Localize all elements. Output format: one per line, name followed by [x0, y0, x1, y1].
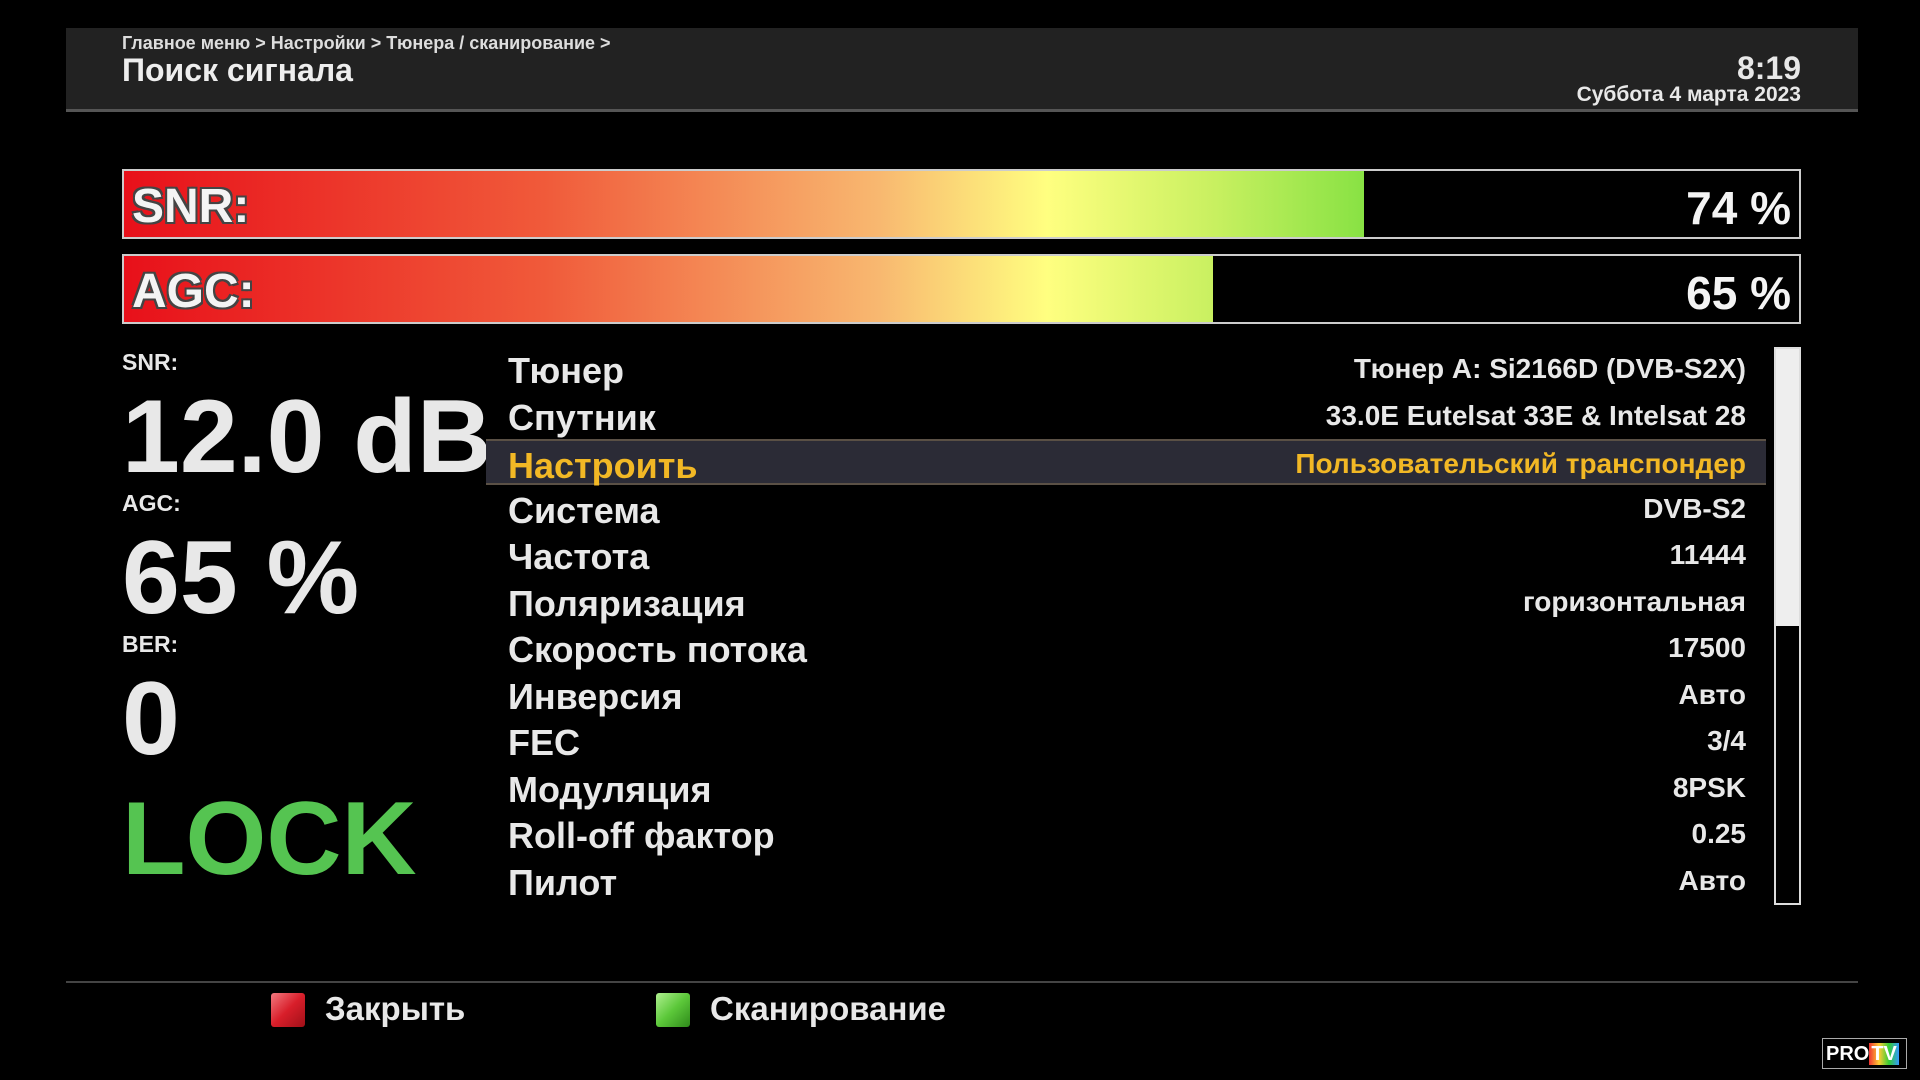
agc-label: AGC: — [122, 490, 181, 516]
settings-row[interactable]: Пилот Авто — [486, 858, 1766, 904]
agc-bar-value: 65 % — [1686, 267, 1791, 319]
setting-value: 8PSK — [1672, 771, 1746, 803]
snr-bar-empty — [1363, 171, 1799, 237]
agc-value: 65 % — [122, 520, 360, 636]
settings-row[interactable]: Тюнер Тюнер A: Si2166D (DVB-S2X) — [486, 346, 1766, 392]
setting-label: Скорость потока — [508, 629, 807, 670]
settings-row[interactable]: Скорость потока 17500 — [486, 625, 1766, 671]
close-button[interactable]: Закрыть — [325, 990, 466, 1027]
setting-value: Тюнер A: Si2166D (DVB-S2X) — [1353, 353, 1746, 384]
page-title: Поиск сигнала — [122, 52, 353, 88]
agc-bar-label: AGC: — [132, 265, 255, 318]
snr-value: 12.0 dB — [122, 379, 492, 495]
ber-value: 0 — [122, 661, 180, 777]
settings-row[interactable]: FEC 3/4 — [486, 718, 1766, 764]
setting-value: 11444 — [1669, 539, 1746, 570]
snr-bar: SNR: 74 % — [122, 169, 1801, 239]
settings-row[interactable]: Roll-off фактор 0.25 — [486, 811, 1766, 857]
setting-value: горизонтальная — [1522, 585, 1746, 617]
setting-label: FEC — [508, 722, 580, 763]
settings-row[interactable]: Частота 11444 — [486, 532, 1766, 578]
green-key-icon — [656, 993, 690, 1027]
agc-bar-empty — [1212, 256, 1799, 322]
setting-value: 33.0E Eutelsat 33E & Intelsat 28 — [1325, 399, 1746, 431]
setting-label: Система — [508, 489, 660, 531]
setting-label: Спутник — [508, 396, 656, 438]
agc-bar: AGC: 65 % — [122, 254, 1801, 324]
watermark-logo: PRO TV — [1822, 1038, 1907, 1069]
snr-bar-value: 74 % — [1686, 182, 1791, 234]
breadcrumb: Главное меню > Настройки > Тюнера / скан… — [122, 33, 611, 53]
settings-row[interactable]: Инверсия Авто — [486, 672, 1766, 718]
setting-value: 17500 — [1668, 632, 1746, 663]
settings-row[interactable]: Система DVB-S2 — [486, 486, 1766, 532]
settings-row[interactable]: Спутник 33.0E Eutelsat 33E & Intelsat 28 — [486, 393, 1766, 439]
setting-value: Авто — [1678, 864, 1746, 896]
setting-label: Пилот — [508, 861, 618, 903]
clock-date: Суббота 4 марта 2023 — [1576, 83, 1801, 106]
setting-label: Частота — [508, 536, 650, 577]
setting-value: Пользовательский транспондер — [1295, 448, 1746, 479]
setting-value: Авто — [1678, 678, 1746, 710]
setting-label: Настроить — [508, 445, 698, 486]
clock-time: 8:19 — [1736, 50, 1801, 86]
setting-value: 0.25 — [1691, 818, 1747, 849]
settings-row[interactable]: Настроить Пользовательский транспондер — [486, 439, 1766, 486]
setting-label: Roll-off фактор — [508, 815, 775, 856]
scrollbar-thumb[interactable] — [1776, 349, 1799, 626]
red-key-icon — [271, 993, 305, 1027]
lock-status: LOCK — [122, 781, 417, 897]
footer-divider — [66, 981, 1858, 983]
setting-label: Инверсия — [508, 675, 683, 717]
scan-button[interactable]: Сканирование — [710, 990, 947, 1027]
setting-label: Модуляция — [508, 768, 712, 810]
settings-row[interactable]: Поляризация горизонтальная — [486, 579, 1766, 625]
setting-label: Поляризация — [508, 582, 746, 624]
setting-value: 3/4 — [1707, 725, 1746, 756]
header-bar — [66, 28, 1858, 112]
settings-row[interactable]: Модуляция 8PSK — [486, 765, 1766, 811]
scrollbar[interactable] — [1774, 347, 1801, 905]
ber-label: BER: — [122, 631, 179, 657]
setting-value: DVB-S2 — [1643, 492, 1746, 524]
snr-label: SNR: — [122, 349, 179, 375]
snr-bar-label: SNR: — [132, 180, 250, 233]
setting-label: Тюнер — [508, 350, 625, 391]
